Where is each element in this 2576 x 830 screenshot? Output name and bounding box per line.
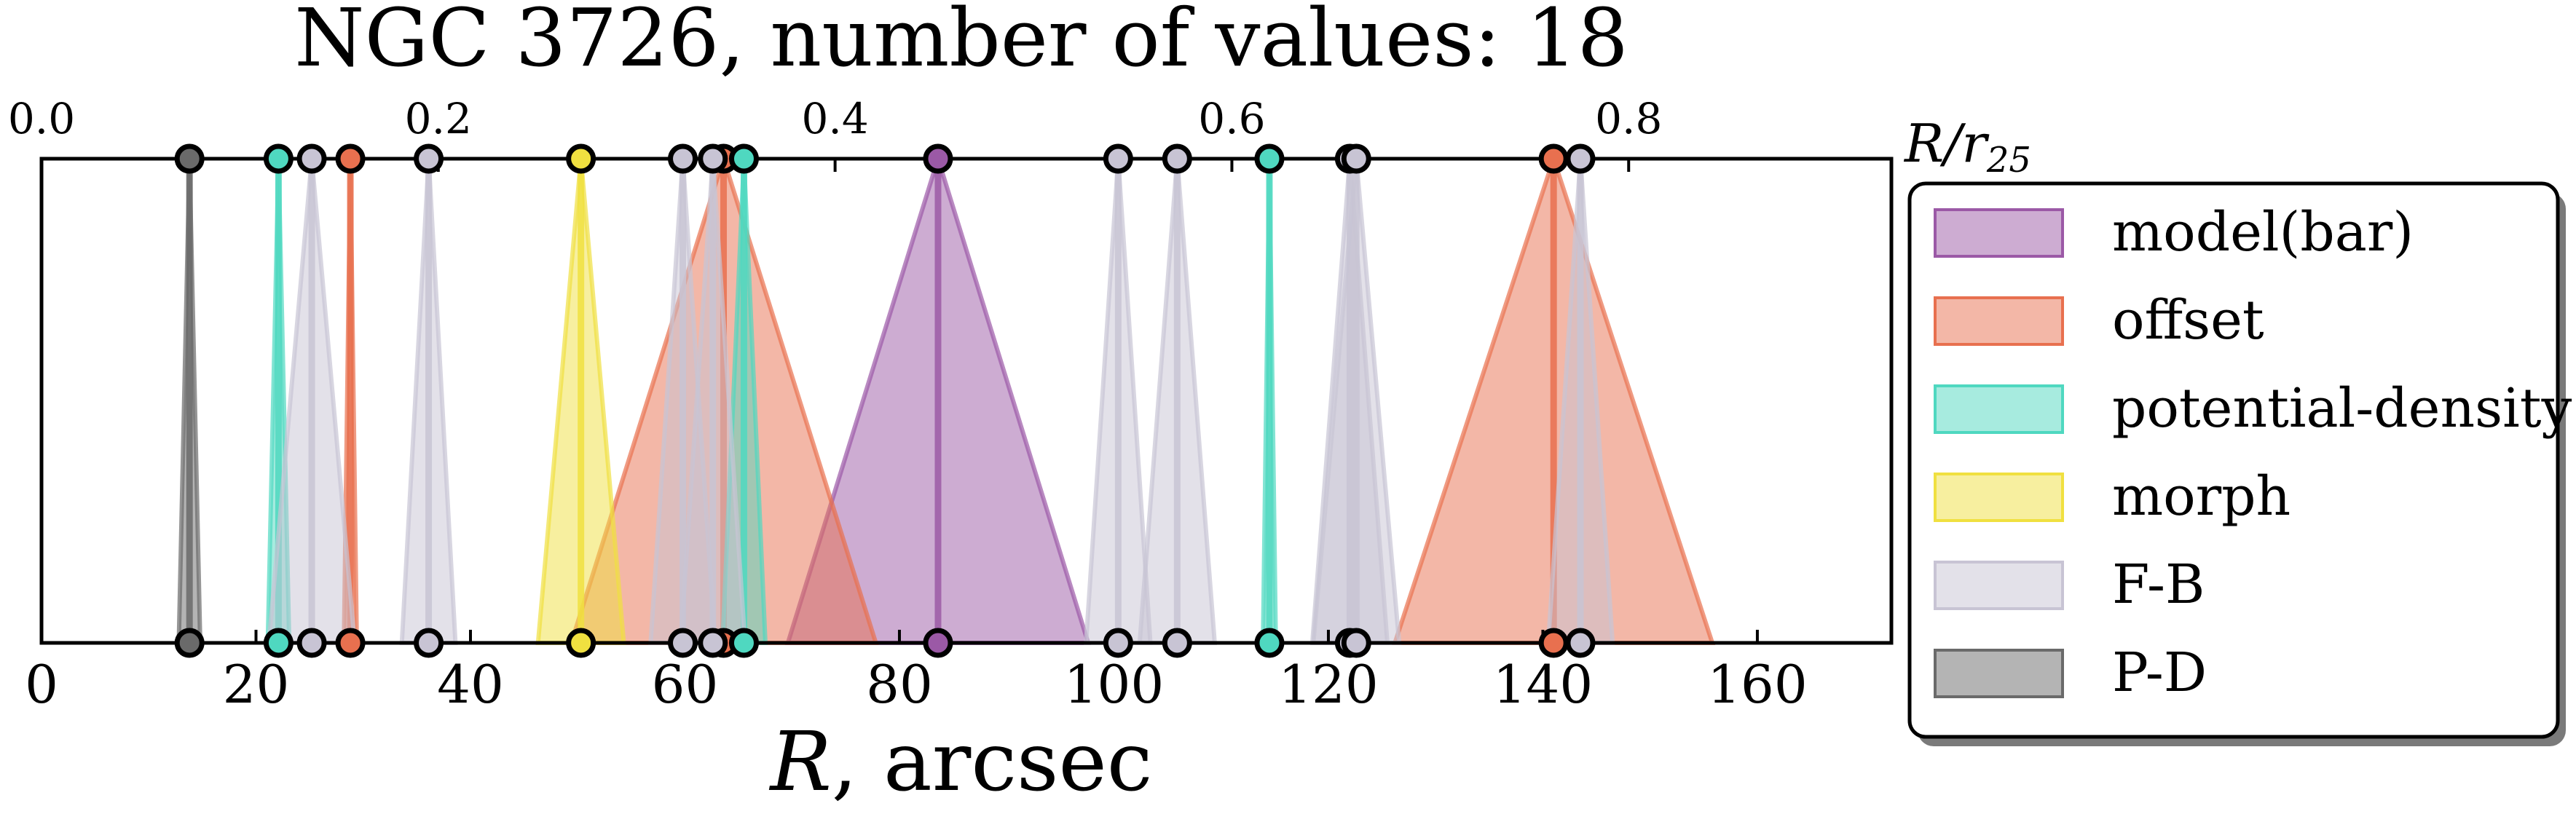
x-tick-label-100: 100 bbox=[1064, 654, 1164, 715]
marker-top-F-B-0 bbox=[296, 143, 327, 174]
x-axis-label: R, arcsec bbox=[768, 715, 1152, 810]
legend-label-potential-density: potential-density bbox=[2112, 377, 2572, 440]
marker-bottom-potential-density-0 bbox=[263, 628, 294, 658]
marker-top-potential-density-0 bbox=[263, 143, 294, 174]
legend-label-P-D: P-D bbox=[2112, 641, 2207, 704]
x-tick-label-40: 40 bbox=[437, 654, 504, 715]
top-tick-label-3: 0.6 bbox=[1198, 94, 1265, 143]
marker-bottom-F-B-2 bbox=[668, 628, 698, 658]
x-tick-label-60: 60 bbox=[652, 654, 719, 715]
x-axis-label-symbol: R bbox=[768, 715, 831, 810]
marker-top-offset-0 bbox=[335, 143, 366, 174]
marker-bottom-F-B-7 bbox=[1341, 628, 1371, 658]
marker-bottom-P-D-0 bbox=[174, 628, 205, 658]
x-tick-label-80: 80 bbox=[866, 654, 933, 715]
marker-top-F-B-5 bbox=[1162, 143, 1192, 174]
x-tick-label-20: 20 bbox=[223, 654, 290, 715]
marker-bottom-F-B-4 bbox=[1103, 628, 1133, 658]
marker-bottom-offset-0 bbox=[335, 628, 366, 658]
marker-top-F-B-4 bbox=[1103, 143, 1133, 174]
marker-bottom-F-B-0 bbox=[296, 628, 327, 658]
marker-bottom-model(bar)-0 bbox=[923, 628, 953, 658]
legend-swatch-P-D bbox=[1934, 649, 2064, 698]
marker-top-F-B-2 bbox=[668, 143, 698, 174]
marker-top-model(bar)-0 bbox=[923, 143, 953, 174]
marker-top-potential-density-2 bbox=[1254, 143, 1285, 174]
legend-swatch-morph bbox=[1934, 473, 2064, 522]
marker-bottom-F-B-1 bbox=[414, 628, 444, 658]
legend-label-F-B: F-B bbox=[2112, 553, 2205, 616]
marker-top-F-B-7 bbox=[1341, 143, 1371, 174]
markers-layer bbox=[174, 143, 1596, 658]
x-axis-label-unit: , arcsec bbox=[832, 715, 1153, 810]
x-tick-label-160: 160 bbox=[1707, 654, 1807, 715]
legend-label-morph: morph bbox=[2112, 465, 2291, 528]
marker-bottom-F-B-3 bbox=[698, 628, 728, 658]
top-axis-label-main: R/r bbox=[1903, 113, 1989, 174]
legend-items: model(bar) offset potential-density morph F-… bbox=[1934, 201, 2572, 704]
marker-bottom-potential-density-2 bbox=[1254, 628, 1285, 658]
top-axis-label: R/r25 bbox=[1903, 113, 2031, 181]
top-tick-label-1: 0.2 bbox=[405, 94, 472, 143]
top-axis-label-sub: 25 bbox=[1986, 140, 2031, 181]
top-tick-label-4: 0.8 bbox=[1595, 94, 1662, 143]
legend-box bbox=[1907, 181, 2560, 739]
marker-bottom-morph-0 bbox=[566, 628, 596, 658]
legend-swatch-offset bbox=[1934, 296, 2064, 346]
top-tick-label-0: 0.0 bbox=[8, 94, 75, 143]
marker-bottom-offset-2 bbox=[1538, 628, 1569, 658]
marker-top-offset-2 bbox=[1538, 143, 1569, 174]
marker-top-F-B-1 bbox=[414, 143, 444, 174]
legend-swatch-potential-density bbox=[1934, 384, 2064, 434]
marker-top-morph-0 bbox=[566, 143, 596, 174]
x-tick-label-120: 120 bbox=[1278, 654, 1378, 715]
x-axis-ticks: 0 20 40 60 80 100 120 140 160 bbox=[25, 630, 1808, 715]
x-tick-label-140: 140 bbox=[1493, 654, 1593, 715]
marker-bottom-F-B-5 bbox=[1162, 628, 1192, 658]
chart-title: NGC 3726, number of values: 18 bbox=[294, 0, 1628, 84]
marker-top-F-B-3 bbox=[698, 143, 728, 174]
top-tick-label-2: 0.4 bbox=[801, 94, 868, 143]
top-axis-ticks: 0.0 0.2 0.4 0.6 0.8 bbox=[8, 94, 1662, 172]
marker-bottom-potential-density-1 bbox=[728, 628, 759, 658]
legend-swatch-F-B bbox=[1934, 561, 2064, 610]
legend: model(bar) offset potential-density morph F-… bbox=[1907, 181, 2572, 746]
marker-top-P-D-0 bbox=[174, 143, 205, 174]
legend-label-offset: offset bbox=[2112, 289, 2264, 352]
marker-top-F-B-8 bbox=[1565, 143, 1596, 174]
legend-label-model(bar): model(bar) bbox=[2112, 201, 2414, 264]
plot-frame bbox=[39, 157, 1894, 645]
x-tick-label-0: 0 bbox=[25, 654, 58, 715]
marker-top-potential-density-1 bbox=[728, 143, 759, 174]
legend-swatch-model(bar) bbox=[1934, 208, 2064, 258]
bands-layer bbox=[176, 151, 1716, 645]
marker-bottom-F-B-8 bbox=[1565, 628, 1596, 658]
